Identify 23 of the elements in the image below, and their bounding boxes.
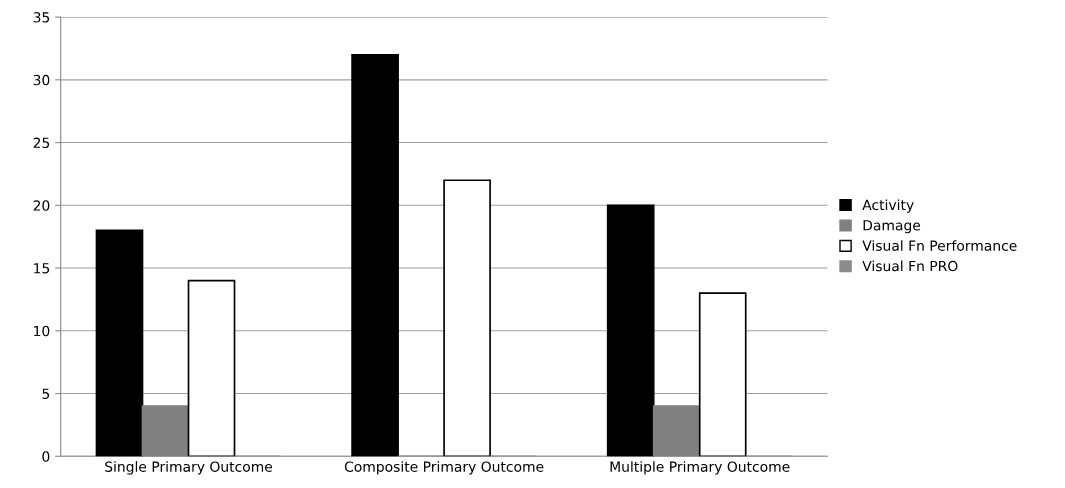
bar: [652, 405, 701, 457]
x-tick-label: Multiple Primary Outcome: [610, 461, 790, 475]
x-tick-label: Single Primary Outcome: [105, 461, 273, 475]
y-tick-label: 0: [42, 451, 50, 462]
bar: [187, 279, 236, 457]
y-tick-label: 30: [33, 74, 50, 86]
legend-label: Damage: [863, 220, 921, 234]
bar: [606, 204, 655, 457]
y-tick-label: 10: [34, 325, 50, 337]
y-tick-label: 15: [34, 263, 50, 274]
bar: [698, 292, 747, 457]
y-tick-label: 25: [33, 137, 50, 149]
bar: [141, 405, 190, 457]
legend-label: Visual Fn PRO: [862, 260, 958, 272]
legend-label: Activity: [862, 199, 914, 213]
legend-label: Visual Fn Performance: [862, 240, 1017, 251]
y-tick-label: 35: [33, 12, 50, 23]
bar: [443, 179, 491, 457]
x-tick-label: Composite Primary Outcome: [344, 461, 544, 475]
bar: [351, 53, 399, 457]
y-tick-label: 5: [42, 388, 50, 400]
bar: [95, 229, 144, 457]
y-tick-label: 20: [33, 200, 50, 211]
